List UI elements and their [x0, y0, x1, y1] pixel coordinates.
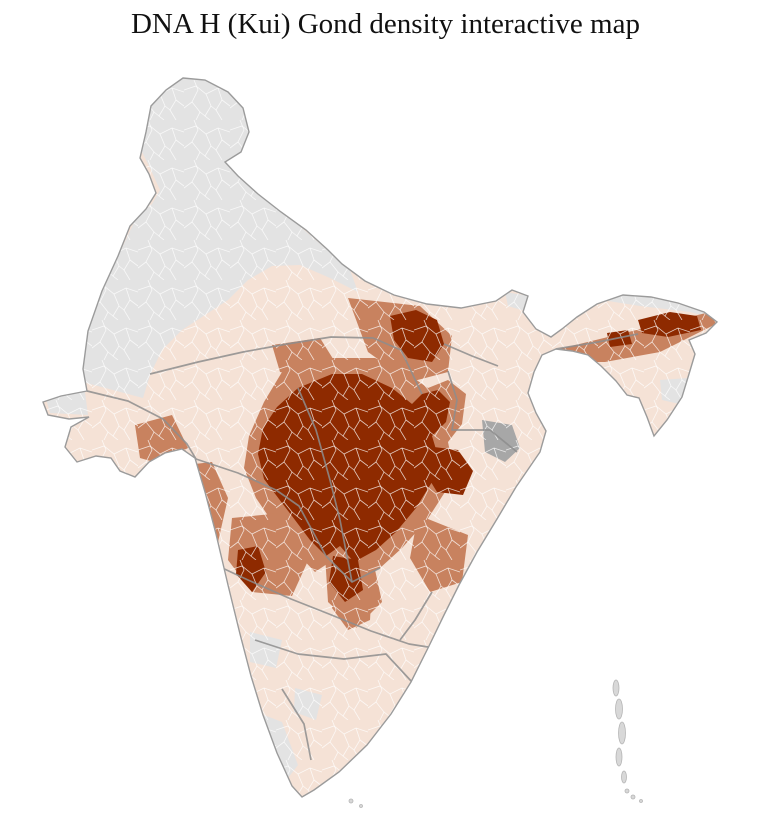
island[interactable] — [348, 798, 354, 804]
island[interactable] — [624, 788, 630, 794]
district-mesh-overlay — [43, 78, 717, 797]
page-title: DNA H (Kui) Gond density interactive map — [130, 8, 640, 40]
island[interactable] — [621, 770, 627, 784]
state-border-line — [204, 559, 429, 648]
island[interactable] — [612, 679, 620, 697]
island[interactable] — [615, 747, 623, 767]
state-border-line — [86, 390, 197, 460]
state-border-line — [399, 591, 433, 641]
state-border-line — [297, 387, 353, 583]
state-border-line — [254, 639, 413, 683]
state-border-line — [149, 336, 423, 395]
state-border-line — [555, 333, 639, 350]
island[interactable] — [630, 794, 636, 800]
india-outline — [42, 77, 719, 798]
islands[interactable] — [348, 679, 643, 808]
state-border-line — [281, 688, 312, 761]
island[interactable] — [615, 698, 623, 720]
state-border-line — [443, 343, 499, 367]
island[interactable] — [618, 721, 626, 745]
island[interactable] — [359, 804, 363, 808]
state-border-line — [447, 370, 518, 453]
state-borders — [86, 333, 639, 761]
island[interactable] — [639, 799, 643, 803]
